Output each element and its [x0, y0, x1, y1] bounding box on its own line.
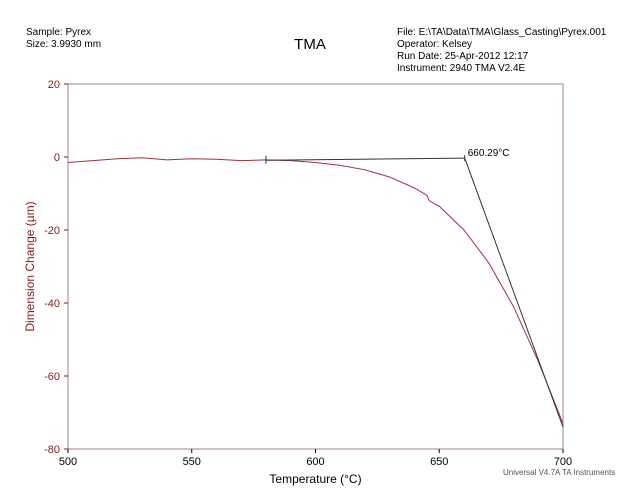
x-tick-label: 500 — [59, 456, 77, 468]
footer-label: Universal V4.7A TA Instruments — [503, 468, 616, 477]
y-tick-label: -20 — [44, 225, 60, 237]
instrument-label: Instrument: 2940 TMA V2.4E — [397, 63, 526, 74]
y-tick-label: 0 — [54, 152, 60, 164]
run-date-label: Run Date: 25-Apr-2012 12:17 — [397, 51, 529, 62]
size-label: Size: 3.9930 mm — [26, 39, 102, 50]
run-info: File: E:\TA\Data\TMA\Glass_Casting\Pyrex… — [397, 27, 606, 75]
x-tick-label: 700 — [554, 456, 572, 468]
onset-label: 660.29°C — [468, 148, 510, 159]
sample-label: Sample: Pyrex — [26, 27, 92, 38]
y-tick-label: 20 — [48, 79, 60, 91]
tangent-line-1 — [265, 157, 465, 161]
y-axis-label: Dimension Change (µm) — [23, 201, 37, 331]
operator-label: Operator: Kelsey — [397, 39, 473, 50]
x-tick-label: 550 — [183, 456, 201, 468]
plot-frame — [67, 83, 564, 450]
x-axis-label: Temperature (°C) — [269, 472, 361, 486]
x-tick-label: 650 — [430, 456, 448, 468]
sample-info: Sample: Pyrex Size: 3.9930 mm — [26, 27, 101, 51]
tangent-line-2 — [464, 157, 564, 428]
y-tick-label: -80 — [44, 444, 60, 456]
x-tick-label: 600 — [306, 456, 324, 468]
data-curve — [67, 157, 564, 424]
y-tick-label: -60 — [44, 371, 60, 383]
chart-title: TMA — [294, 36, 326, 53]
y-tick-label: -40 — [44, 298, 60, 310]
file-label: File: E:\TA\Data\TMA\Glass_Casting\Pyrex… — [397, 27, 607, 38]
